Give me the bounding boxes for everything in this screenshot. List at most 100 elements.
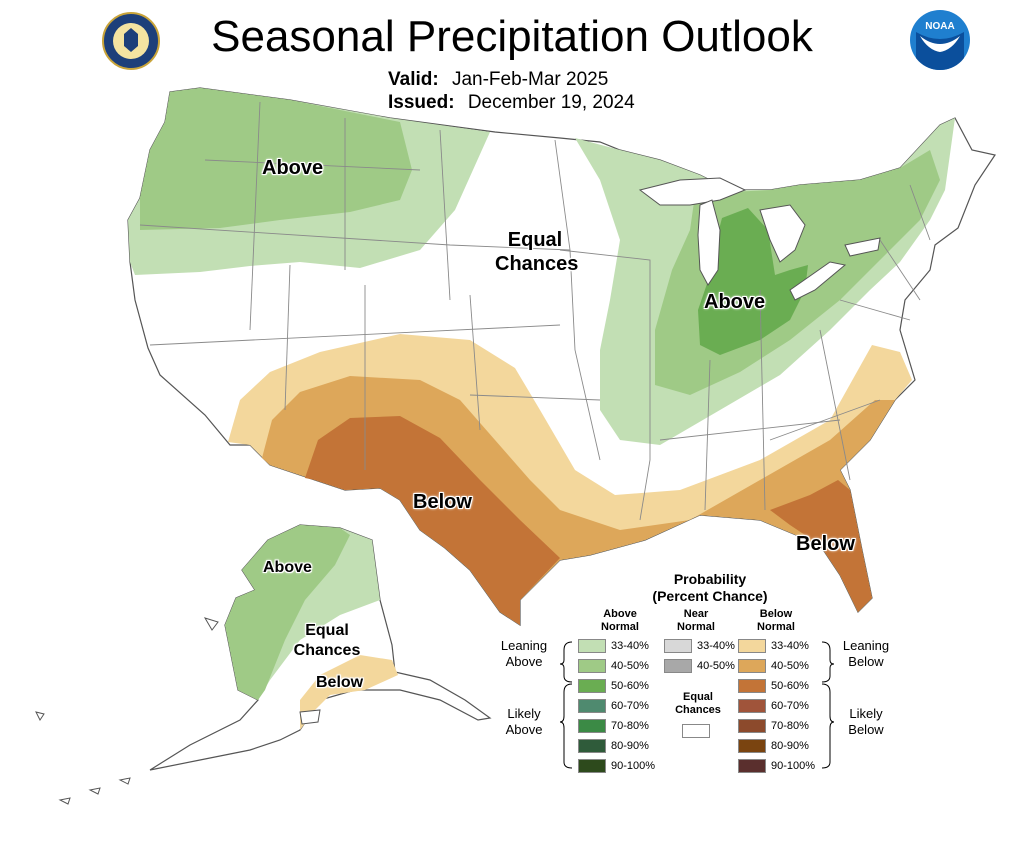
legend-above-label: 33-40% <box>611 640 649 652</box>
legend-below-row: 60-70% <box>738 698 809 714</box>
region-above-likely <box>698 208 808 355</box>
legend-above-row: 60-70% <box>578 698 649 714</box>
valid-line: Valid: Jan-Feb-Mar 2025 <box>388 69 608 91</box>
legend-head-below: Below Normal <box>744 608 808 634</box>
legend-likely-below-2: Below <box>848 722 884 737</box>
legend-below-row: 90-100% <box>738 758 815 774</box>
legend-above-label: 70-80% <box>611 720 649 732</box>
legend-below-label: 33-40% <box>771 640 809 652</box>
legend-below-label: 50-60% <box>771 680 809 692</box>
label-ak-equal-line1: Equal <box>305 622 349 639</box>
legend-above-row: 50-60% <box>578 678 649 694</box>
label-ak-equal-line2: Chances <box>293 642 361 659</box>
legend-above-label: 50-60% <box>611 680 649 692</box>
label-ak-equal-chances: Equal Chances <box>288 621 366 661</box>
legend-below-swatch <box>738 719 766 733</box>
legend-likely-above: Likely Above <box>492 706 556 738</box>
state-boundaries <box>139 101 931 521</box>
region-above-lean-nw-2 <box>140 88 412 230</box>
legend-below-label: 80-90% <box>771 740 809 752</box>
legend-leaning-above: Leaning Above <box>492 638 556 670</box>
commerce-seal-icon <box>102 12 160 70</box>
legend-likely-below: Likely Below <box>834 706 898 738</box>
label-equal-line2: Chances <box>495 253 579 275</box>
legend-leaning-below: Leaning Below <box>834 638 898 670</box>
legend-leaning-above-1: Leaning <box>500 638 548 653</box>
page-title: Seasonal Precipitation Outlook <box>211 12 813 61</box>
legend-above-swatch <box>578 699 606 713</box>
legend-head-above-1: Above <box>603 608 637 620</box>
legend-below-swatch <box>738 639 766 653</box>
legend-near-row: 33-40% <box>664 638 735 654</box>
valid-label: Valid: <box>388 69 439 90</box>
legend-head-above-2: Normal <box>601 621 639 633</box>
legend-likely-above-1: Likely <box>507 706 541 721</box>
legend-below-label: 60-70% <box>771 700 809 712</box>
legend-leaning-below-2: Below <box>848 654 884 669</box>
aleutian-islands <box>35 617 321 805</box>
legend-near-label: 40-50% <box>697 660 735 672</box>
legend-above-swatch <box>578 659 606 673</box>
legend-above-swatch <box>578 759 606 773</box>
legend-above-row: 90-100% <box>578 758 655 774</box>
legend-equal-line2: Chances <box>675 704 721 716</box>
legend-above-row: 80-90% <box>578 738 649 754</box>
legend-above-row: 40-50% <box>578 658 649 674</box>
legend-below-swatch <box>738 739 766 753</box>
lake-superior <box>638 177 747 206</box>
valid-value: Jan-Feb-Mar 2025 <box>451 69 609 90</box>
label-ak-above: Above <box>263 559 312 576</box>
legend-title-line2: (Percent Chance) <box>652 588 768 604</box>
legend-below-swatch <box>738 759 766 773</box>
legend-equal-swatch <box>682 724 710 738</box>
legend-above-label: 60-70% <box>611 700 649 712</box>
legend-likely-above-2: Above <box>505 722 543 737</box>
legend-below-label: 70-80% <box>771 720 809 732</box>
issued-line: Issued: December 19, 2024 <box>388 92 635 114</box>
lake-ontario <box>844 237 881 257</box>
legend-near-label: 33-40% <box>697 640 735 652</box>
label-ak-below: Below <box>316 674 364 691</box>
legend-above-row: 70-80% <box>578 718 649 734</box>
legend-below-row: 40-50% <box>738 658 809 674</box>
label-equal-chances: Equal Chances <box>495 228 579 276</box>
label-midwest-above: Above <box>704 291 766 313</box>
label-nw-above: Above <box>262 157 324 179</box>
issued-value: December 19, 2024 <box>467 92 635 113</box>
legend-above-swatch <box>578 739 606 753</box>
legend-head-above: Above Normal <box>588 608 652 634</box>
legend-leaning-below-1: Leaning <box>842 638 890 653</box>
ak-above-lean-2 <box>225 525 350 700</box>
label-sw-below: Below <box>413 491 472 513</box>
legend-below-label: 40-50% <box>771 660 809 672</box>
legend-title: Probability (Percent Chance) <box>610 571 810 605</box>
legend-above-swatch <box>578 719 606 733</box>
label-equal-line1: Equal <box>507 229 563 251</box>
legend-leaning-above-2: Above <box>505 654 543 669</box>
legend-near-swatch <box>664 639 692 653</box>
legend-below-row: 50-60% <box>738 678 809 694</box>
legend-below-row: 80-90% <box>738 738 809 754</box>
legend-head-below-2: Normal <box>757 621 795 633</box>
issued-label: Issued: <box>388 92 455 113</box>
lake-michigan <box>697 199 721 286</box>
legend-above-row: 33-40% <box>578 638 649 654</box>
legend-head-near-2: Normal <box>677 621 715 633</box>
legend-equal-line1: Equal <box>683 691 713 703</box>
legend-below-swatch <box>738 659 766 673</box>
legend-near-swatch <box>664 659 692 673</box>
lake-erie <box>789 261 847 301</box>
label-se-below: Below <box>796 533 855 555</box>
legend-above-label: 90-100% <box>611 760 656 772</box>
legend-below-label: 90-100% <box>771 760 816 772</box>
lake-huron <box>759 204 806 263</box>
legend-likely-below-1: Likely <box>849 706 883 721</box>
legend-above-swatch <box>578 679 606 693</box>
legend-head-below-1: Below <box>759 608 793 620</box>
region-below-likely-se <box>770 480 872 612</box>
legend-near-row: 40-50% <box>664 658 735 674</box>
legend-head-near-1: Near <box>683 608 709 620</box>
legend-equal-chances-label: Equal Chances <box>666 691 730 717</box>
noaa-logo-text: NOAA <box>925 21 954 32</box>
